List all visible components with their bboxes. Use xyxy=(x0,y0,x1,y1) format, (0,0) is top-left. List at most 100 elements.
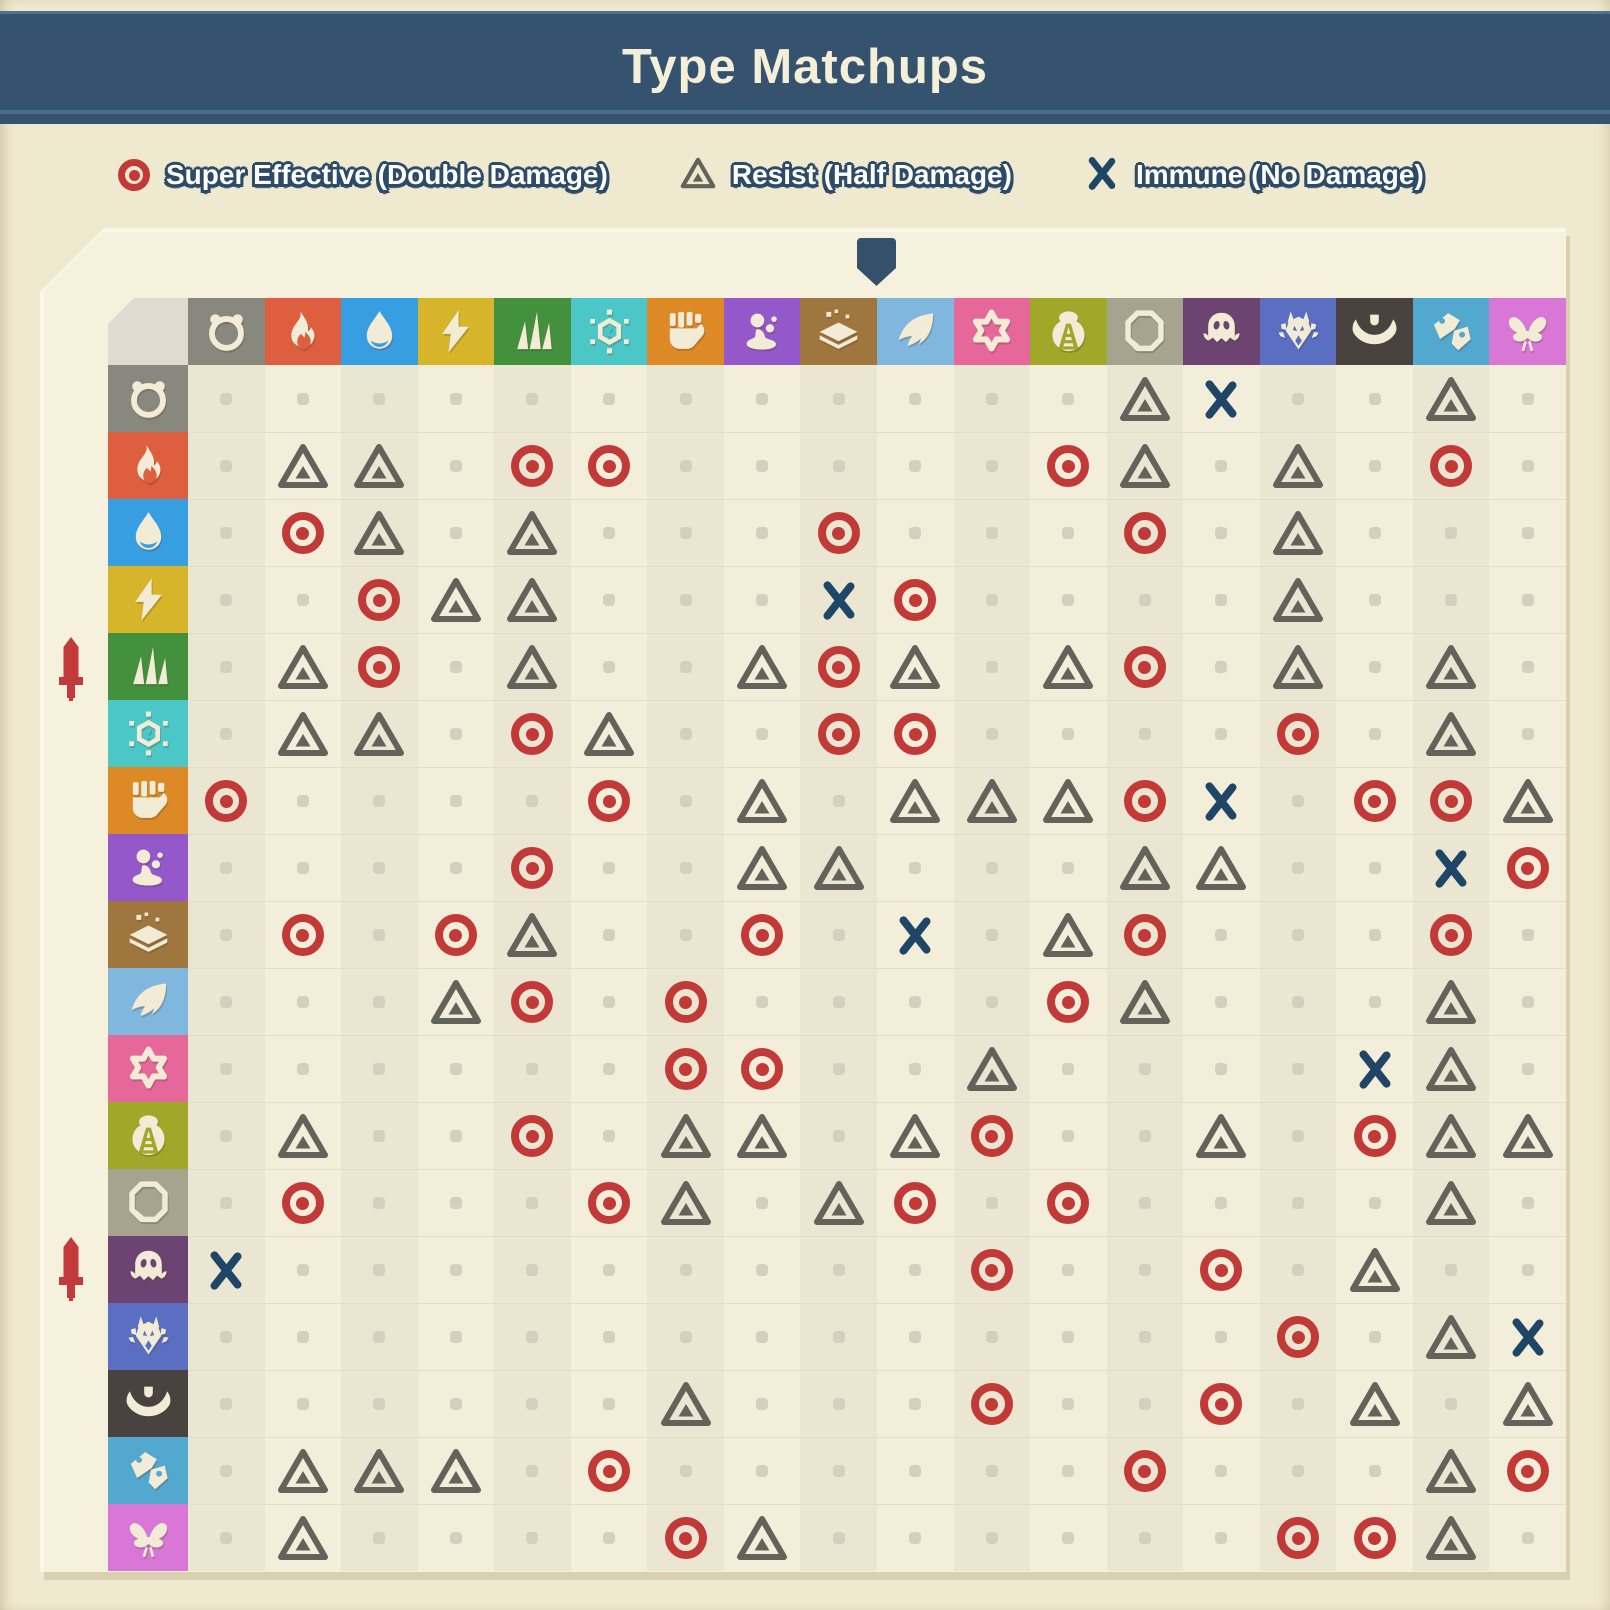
super-effective-symbol xyxy=(1430,914,1473,956)
column-header-poison xyxy=(723,298,801,365)
matchup-cell xyxy=(1259,1035,1337,1102)
super-effective-symbol xyxy=(664,1517,707,1559)
grass-icon xyxy=(132,646,168,685)
matchup-cell xyxy=(1412,834,1490,901)
grass-icon xyxy=(517,311,552,350)
neutral-dot xyxy=(449,1331,462,1343)
neutral-dot xyxy=(1138,728,1151,740)
column-header-flying xyxy=(877,298,954,365)
matchup-cell xyxy=(188,499,265,566)
matchup-cell xyxy=(264,1102,342,1169)
matchup-cell xyxy=(264,968,342,1035)
matchup-cell xyxy=(800,767,877,834)
neutral-dot xyxy=(756,527,769,539)
super-effective-symbol xyxy=(205,780,248,822)
neutral-dot xyxy=(449,527,462,539)
resist-symbol xyxy=(430,1449,481,1493)
matchup-cell xyxy=(570,901,648,968)
super-effective-symbol xyxy=(1123,914,1166,956)
matchup-cell xyxy=(188,1236,265,1303)
matchup-cell xyxy=(953,566,1031,633)
matchup-cell xyxy=(570,834,648,901)
neutral-dot xyxy=(296,1264,309,1276)
matchup-cell xyxy=(1030,1102,1107,1169)
matchup-cell xyxy=(877,633,954,700)
matchup-cell xyxy=(800,1102,877,1169)
super-effective-symbol xyxy=(1047,445,1090,487)
flying-icon xyxy=(898,313,933,346)
psychic-icon xyxy=(129,1046,167,1089)
super-effective-symbol xyxy=(588,780,631,822)
resist-symbol xyxy=(737,846,788,890)
sword-icon xyxy=(59,637,83,701)
matchup-cell xyxy=(800,968,877,1035)
matchup-cell xyxy=(494,1303,571,1370)
steel-icon xyxy=(130,1452,168,1490)
neutral-dot xyxy=(1368,1197,1381,1209)
neutral-dot xyxy=(526,1063,539,1075)
matchup-cell xyxy=(1336,901,1413,968)
matchup-cell xyxy=(1489,1169,1566,1236)
neutral-dot xyxy=(296,1331,309,1343)
neutral-dot xyxy=(1521,392,1534,405)
resist-symbol xyxy=(277,645,328,689)
row-header-fighting xyxy=(108,767,188,834)
matchup-cell xyxy=(570,432,648,499)
matchup-cell xyxy=(1106,566,1184,633)
matchup-cell xyxy=(1106,1102,1184,1169)
matchup-cell xyxy=(341,566,418,633)
matchup-cell xyxy=(1183,1169,1260,1236)
matchup-cell xyxy=(953,1303,1031,1370)
neutral-dot xyxy=(296,392,309,405)
matchup-cell xyxy=(800,499,877,566)
ghost-icon xyxy=(129,1250,167,1281)
matchup-cell xyxy=(341,365,418,432)
resist-symbol xyxy=(277,712,328,756)
matchup-cell xyxy=(953,968,1031,1035)
matchup-cell xyxy=(1336,1169,1413,1236)
attacker-sword-marker xyxy=(58,1236,84,1307)
matchup-cell xyxy=(417,968,495,1035)
row-header-ghost xyxy=(108,1236,188,1303)
matchup-cell xyxy=(877,365,954,432)
matchup-cell xyxy=(570,1035,648,1102)
matchup-cell xyxy=(723,1169,801,1236)
neutral-dot xyxy=(1292,1264,1305,1276)
neutral-dot xyxy=(1062,728,1075,740)
super-effective-symbol xyxy=(741,914,784,956)
neutral-dot xyxy=(603,661,616,673)
attacker-sword-marker xyxy=(58,636,84,707)
page-title: Type Matchups xyxy=(621,40,989,94)
resist-symbol xyxy=(660,1181,711,1225)
neutral-dot xyxy=(449,1398,462,1410)
matchup-cell xyxy=(877,1102,954,1169)
panel-edge-highlight xyxy=(40,288,44,1572)
resist-symbol xyxy=(660,1382,711,1426)
matchup-cell xyxy=(341,1303,418,1370)
matchup-cell xyxy=(647,1370,724,1437)
matchup-cell xyxy=(341,432,418,499)
row-header-ice xyxy=(108,700,188,767)
matchup-cell xyxy=(647,1504,724,1571)
column-header-normal xyxy=(188,298,265,365)
matchup-cell xyxy=(800,633,877,700)
neutral-dot xyxy=(526,1331,539,1343)
matchup-cell xyxy=(1183,767,1260,834)
matchup-cell xyxy=(1489,901,1566,968)
matchup-cell xyxy=(1106,834,1184,901)
matchup-cell xyxy=(417,566,495,633)
matchup-cell xyxy=(188,834,265,901)
matchup-cell xyxy=(1336,566,1413,633)
matchup-cell xyxy=(264,700,342,767)
matchup-cell xyxy=(723,365,801,432)
matchup-cell xyxy=(570,1370,648,1437)
neutral-dot xyxy=(1368,527,1381,539)
neutral-dot xyxy=(1292,1197,1305,1209)
matchup-cell xyxy=(1030,633,1107,700)
matchup-cell xyxy=(723,834,801,901)
neutral-dot xyxy=(1062,1063,1075,1075)
neutral-dot xyxy=(449,392,462,405)
resist-symbol xyxy=(813,846,864,890)
row-header-ground xyxy=(108,901,188,968)
